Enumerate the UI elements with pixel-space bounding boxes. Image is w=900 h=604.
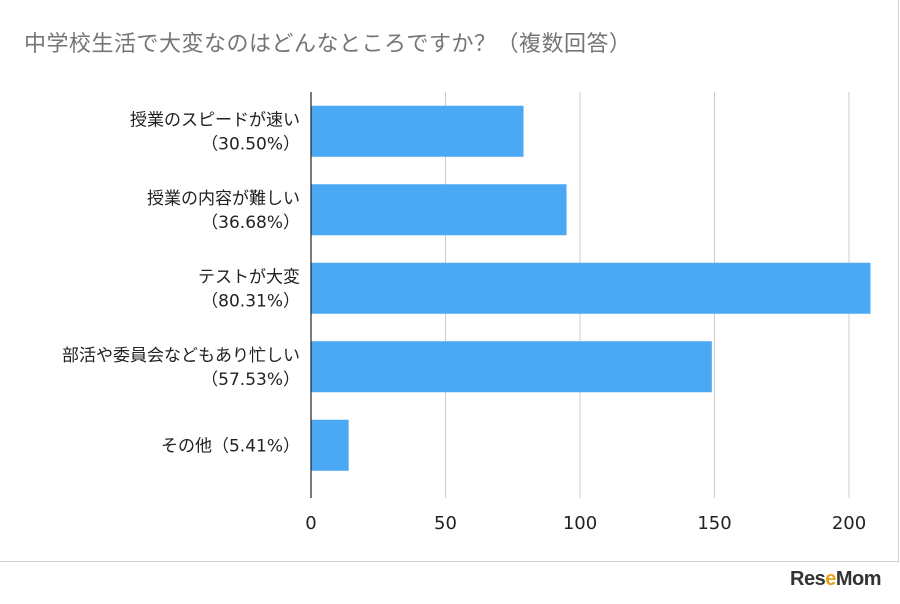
resemom-logo: ReseMom <box>790 568 882 590</box>
bar <box>311 105 524 157</box>
category-label: 授業のスピードが速い <box>130 110 300 130</box>
category-label: 部活や委員会などもあり忙しい <box>62 346 300 366</box>
category-label: その他（5.41%） <box>161 436 300 456</box>
category-label: （30.50%） <box>201 134 300 154</box>
chart-frame <box>0 0 899 562</box>
bar <box>311 419 349 471</box>
x-tick-label: 100 <box>563 513 597 534</box>
x-tick-label: 200 <box>832 513 866 534</box>
category-label: （57.53%） <box>201 370 300 390</box>
category-label: テストが大変 <box>198 267 300 287</box>
category-label: （80.31%） <box>201 291 300 311</box>
bar <box>311 262 871 314</box>
x-tick-labels: 0 50 100 150 200 <box>305 513 866 534</box>
category-label: （36.68%） <box>201 213 300 233</box>
chart-title: 中学校生活で大変なのはどんなところですか？（複数回答） <box>24 32 632 57</box>
category-labels: 授業のスピードが速い （30.50%） 授業の内容が難しい （36.68%） テストが大… <box>62 110 300 456</box>
bar <box>311 341 712 393</box>
x-tick-label: 50 <box>434 513 457 534</box>
bar-chart: 授業のスピードが速い （30.50%） 授業の内容が難しい （36.68%） テストが大… <box>62 92 871 534</box>
bars <box>311 105 871 471</box>
bar <box>311 184 567 236</box>
category-label: 授業の内容が難しい <box>147 189 300 209</box>
x-tick-label: 0 <box>305 513 316 534</box>
x-tick-label: 150 <box>697 513 731 534</box>
